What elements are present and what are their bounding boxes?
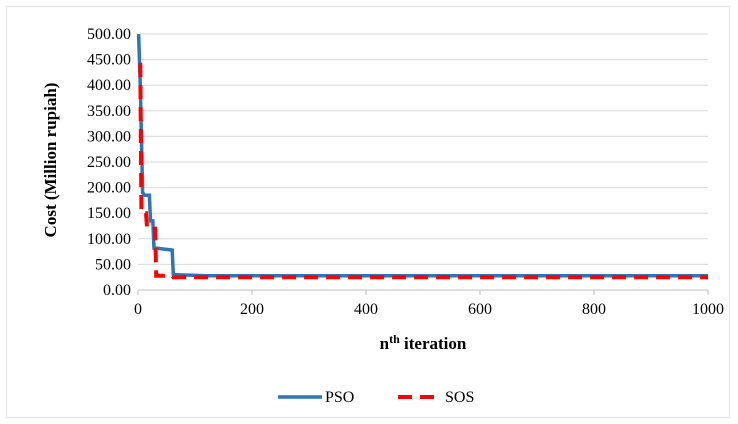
x-tick-label: 200: [240, 301, 264, 318]
legend-label-pso: PSO: [325, 389, 354, 406]
y-tick-label: 500.00: [87, 26, 131, 43]
x-tick-label: 800: [582, 301, 606, 318]
legend: PSO SOS: [278, 389, 474, 406]
series-lines: [136, 33, 708, 280]
x-axis-title-base: n: [380, 334, 390, 353]
y-tick-label: 250.00: [87, 154, 131, 171]
series-line-sos: [138, 62, 708, 280]
y-axis-title: Cost (Million rupiah): [41, 83, 60, 238]
y-tick-label: 350.00: [87, 103, 131, 120]
legend-label-sos: SOS: [445, 389, 474, 406]
series-line-pso: [136, 33, 708, 278]
y-tick-label: 400.00: [87, 77, 131, 94]
x-axis-title-rest: iteration: [400, 334, 467, 353]
gridlines: [138, 33, 708, 265]
axes: [137, 289, 709, 295]
y-tick-label: 450.00: [87, 52, 131, 69]
y-tick-label: 100.00: [87, 231, 131, 248]
x-axis-title: nth iteration: [380, 332, 467, 353]
x-axis-title-superscript: th: [389, 332, 400, 346]
x-tick-label: 600: [468, 301, 492, 318]
y-tick-label: 0.00: [103, 282, 131, 299]
x-tick-label: 0: [134, 301, 142, 318]
chart-frame: [6, 6, 730, 418]
y-tick-label: 50.00: [95, 256, 131, 273]
x-tick-label: 400: [354, 301, 378, 318]
y-tick-label: 300.00: [87, 128, 131, 145]
x-tick-label: 1000: [692, 301, 724, 318]
y-tick-label: 200.00: [87, 180, 131, 197]
y-tick-label: 150.00: [87, 205, 131, 222]
tick-labels: 0.00 50.00 100.00 150.00 200.00 250.00 300.00 3…: [87, 26, 724, 318]
